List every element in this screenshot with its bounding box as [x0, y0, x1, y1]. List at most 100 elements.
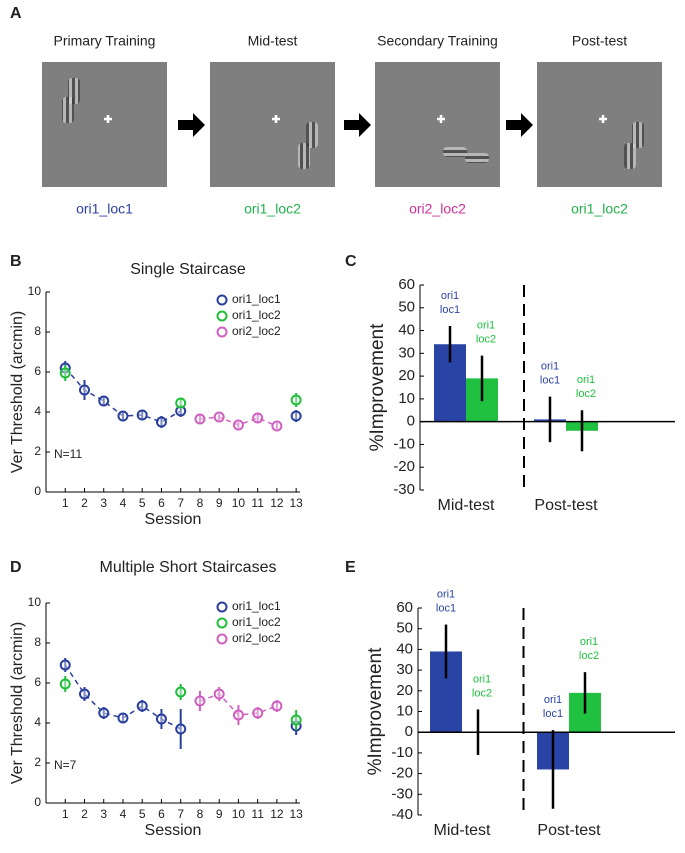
- y-tick-label: 0: [34, 795, 41, 809]
- panel-label: C: [345, 253, 357, 270]
- stimulus-frame: [375, 62, 500, 187]
- point: [155, 416, 167, 428]
- panel-label: B: [10, 253, 22, 270]
- x-tick-label: 5: [139, 807, 146, 821]
- point: [252, 412, 264, 424]
- x-tick-label: 11: [251, 807, 264, 821]
- y-tick-label: 8: [34, 324, 41, 338]
- step-condition: ori1_loc2: [244, 201, 301, 217]
- point: [59, 367, 71, 379]
- x-tick-label: 7: [177, 807, 184, 821]
- x-tick-label: 5: [139, 496, 146, 510]
- x-tick-label: Post-test: [537, 822, 601, 839]
- point: [252, 707, 264, 719]
- y-tick-label: -40: [391, 806, 413, 823]
- legend-label: ori1_loc1: [232, 292, 281, 306]
- x-tick-label: 10: [232, 807, 246, 821]
- x-tick-label: 13: [289, 807, 303, 821]
- panel-label: D: [10, 559, 22, 576]
- bar-label: ori1: [441, 290, 459, 302]
- fixation-cross: [437, 115, 445, 123]
- bar-label: ori1: [544, 694, 562, 706]
- x-tick-label: 4: [120, 496, 127, 510]
- bar-label: loc1: [540, 375, 560, 387]
- x-axis-label: Session: [145, 511, 202, 528]
- y-tick-label: -10: [393, 435, 415, 452]
- grating: [632, 122, 644, 148]
- point: [271, 700, 283, 712]
- y-tick-label: 0: [407, 413, 415, 430]
- y-tick-label: 8: [34, 635, 41, 649]
- y-tick-label: 2: [34, 755, 41, 769]
- point: [175, 397, 187, 409]
- y-tick-label: 4: [34, 404, 41, 418]
- fixation-cross: [272, 115, 280, 123]
- bar-label: loc2: [579, 650, 599, 662]
- y-tick-label: 20: [398, 367, 415, 384]
- y-tick-label: 10: [28, 595, 42, 609]
- y-tick-label: -30: [391, 785, 413, 802]
- y-tick-label: 2: [34, 444, 41, 458]
- step-condition: ori1_loc2: [571, 201, 628, 217]
- annotation: N=7: [54, 758, 77, 772]
- x-tick-label: 10: [232, 496, 246, 510]
- x-tick-label: 13: [289, 496, 303, 510]
- bar-label: loc1: [543, 708, 563, 720]
- point: [78, 688, 90, 700]
- arrows: [178, 113, 533, 137]
- legend-label: ori1_loc1: [232, 599, 281, 613]
- y-tick-label: 50: [396, 620, 413, 637]
- bar-label: loc2: [476, 334, 496, 346]
- y-tick-label: 10: [28, 284, 42, 298]
- y-tick-label: 40: [396, 640, 413, 657]
- step-title: Secondary Training: [377, 33, 498, 49]
- panel-label: A: [10, 5, 22, 22]
- chart-title: Single Staircase: [130, 261, 246, 278]
- point: [117, 712, 129, 724]
- x-tick-label: 3: [100, 496, 107, 510]
- x-tick-label: 8: [197, 807, 204, 821]
- step-title: Mid-test: [248, 33, 298, 49]
- legend-label: ori1_loc2: [232, 308, 281, 322]
- step-condition: ori2_loc2: [409, 201, 466, 217]
- y-tick-label: -20: [391, 765, 413, 782]
- point: [194, 413, 206, 425]
- y-tick-label: 4: [34, 715, 41, 729]
- point: [136, 700, 148, 712]
- y-tick-label: 50: [398, 299, 415, 316]
- legend-marker: [216, 633, 228, 645]
- y-tick-label: 30: [396, 661, 413, 678]
- legend-label: ori1_loc2: [232, 615, 281, 629]
- y-tick-label: 0: [34, 484, 41, 498]
- legend-marker: [216, 601, 228, 613]
- arrow: [178, 113, 205, 137]
- x-tick-label: 6: [158, 496, 165, 510]
- legend-marker: [216, 617, 228, 629]
- y-tick-label: 20: [396, 682, 413, 699]
- step-title: Post-test: [572, 33, 627, 49]
- point: [136, 409, 148, 421]
- step-condition: ori1_loc1: [76, 201, 133, 217]
- y-tick-label: 10: [396, 702, 413, 719]
- step-title: Primary Training: [54, 33, 156, 49]
- y-tick-label: -10: [391, 744, 413, 761]
- point: [271, 420, 283, 432]
- y-tick-label: -20: [393, 458, 415, 475]
- legend-marker: [216, 294, 228, 306]
- x-tick-label: 8: [197, 496, 204, 510]
- x-tick-label: 1: [62, 496, 69, 510]
- point: [213, 688, 225, 700]
- stimulus-frame: [42, 62, 167, 187]
- legend-label: ori2_loc2: [232, 631, 281, 645]
- y-tick-label: 0: [405, 723, 413, 740]
- point: [290, 394, 302, 406]
- bar-label: loc2: [472, 687, 492, 699]
- point: [117, 410, 129, 422]
- x-tick-label: 2: [81, 496, 88, 510]
- bar-label: ori1: [477, 320, 495, 332]
- grating: [624, 143, 636, 169]
- fixation-cross: [104, 115, 112, 123]
- y-tick-label: -30: [393, 481, 415, 498]
- point: [78, 384, 90, 396]
- chart-title: Multiple Short Staircases: [100, 559, 277, 576]
